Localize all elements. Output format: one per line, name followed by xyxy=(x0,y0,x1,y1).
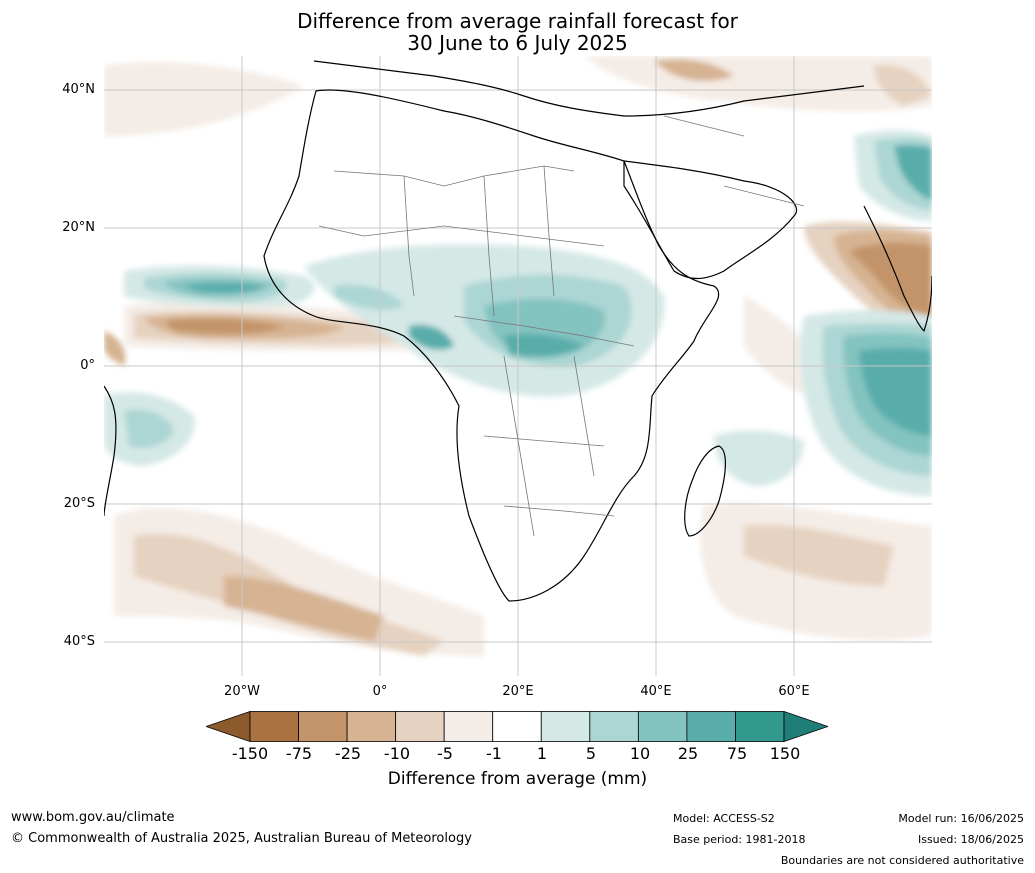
colorbar-swatch xyxy=(298,711,348,742)
lat-label-20s: 20°S xyxy=(63,496,95,511)
colorbar-tick-labels: -150 -75 -25 -10 -5 -1 1 5 10 25 75 150 xyxy=(0,744,1035,764)
colorbar-tick: -10 xyxy=(383,744,411,763)
colorbar-swatch xyxy=(443,711,494,742)
colorbar-tick: -5 xyxy=(437,744,453,763)
coastlines xyxy=(104,60,932,602)
lon-label-20e: 20°E xyxy=(502,684,534,699)
colorbar-swatch xyxy=(540,711,591,742)
title-line-1: Difference from average rainfall forecas… xyxy=(297,9,738,33)
footer-issued: Issued: 18/06/2025 xyxy=(917,833,1024,846)
title-line-2: 30 June to 6 July 2025 xyxy=(407,31,628,55)
lat-label-20n: 20°N xyxy=(62,220,95,235)
colorbar-swatch xyxy=(589,711,639,742)
lon-label-20w: 20°W xyxy=(224,684,260,699)
colorbar-swatch xyxy=(395,711,445,742)
colorbar-swatch xyxy=(735,711,785,742)
colorbar-tick: -150 xyxy=(231,744,269,763)
colorbar-tick: 150 xyxy=(769,744,801,763)
footer-model: Model: ACCESS-S2 xyxy=(673,812,775,825)
colorbar-tick: 25 xyxy=(677,744,699,763)
lat-label-40n: 40°N xyxy=(62,82,95,97)
colorbar-swatch xyxy=(686,711,736,742)
country-borders xyxy=(318,115,805,537)
footer-base-period: Base period: 1981-2018 xyxy=(673,833,806,846)
lon-label-40e: 40°E xyxy=(640,684,672,699)
lat-label-40s: 40°S xyxy=(63,634,95,649)
colorbar-title: Difference from average (mm) xyxy=(387,769,648,789)
colorbar-tick: 5 xyxy=(585,744,597,763)
colorbar-swatch xyxy=(249,711,299,742)
colorbar-tick: 75 xyxy=(726,744,748,763)
lat-label-0: 0° xyxy=(80,358,95,373)
rainfall-anomaly-map xyxy=(104,56,932,676)
footer-model-run: Model run: 16/06/2025 xyxy=(898,812,1024,825)
colorbar-extend-low xyxy=(206,711,251,742)
colorbar-tick: 10 xyxy=(629,744,651,763)
footer-website: www.bom.gov.au/climate xyxy=(11,810,175,825)
lon-label-60e: 60°E xyxy=(778,684,810,699)
colorbar-swatch xyxy=(637,711,688,742)
map-canvas xyxy=(104,56,932,676)
colorbar-swatch xyxy=(346,711,397,742)
map-title: Difference from average rainfall forecas… xyxy=(0,10,1035,54)
footer-copyright: © Commonwealth of Australia 2025, Austra… xyxy=(11,831,472,846)
colorbar-extend-high xyxy=(783,711,828,742)
colorbar xyxy=(206,711,828,742)
colorbar-tick: -25 xyxy=(334,744,362,763)
colorbar-swatch xyxy=(492,711,542,742)
colorbar-tick: -1 xyxy=(486,744,502,763)
footer-boundaries-note: Boundaries are not considered authoritat… xyxy=(780,854,1024,867)
colorbar-tick: -75 xyxy=(285,744,313,763)
graticule xyxy=(104,56,932,676)
lon-label-0: 0° xyxy=(372,684,388,699)
colorbar-tick: 1 xyxy=(536,744,548,763)
